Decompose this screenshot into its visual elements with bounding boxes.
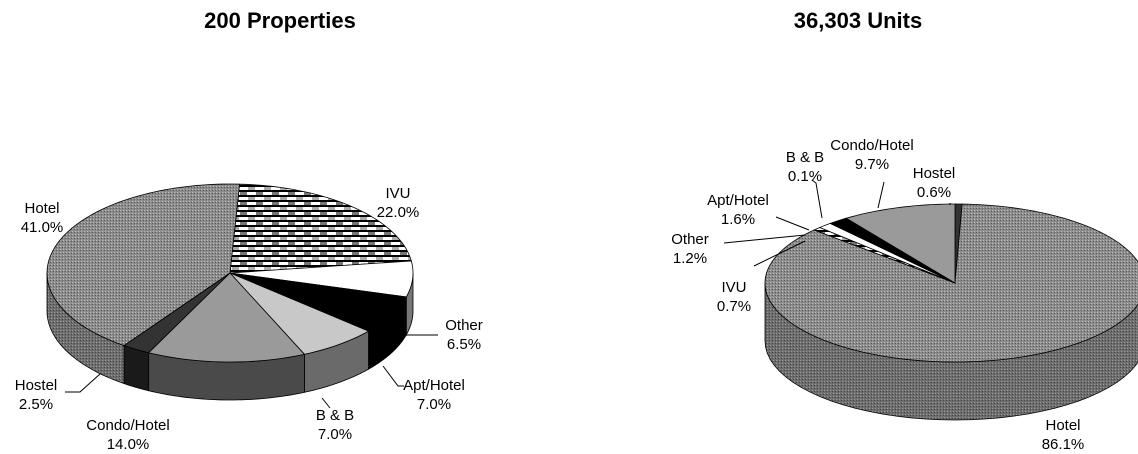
slice-label-ivu: IVU [721,279,746,296]
slice-label-apt-hotel: Apt/Hotel [707,192,769,209]
slice-value-condo-hotel: 9.7% [855,156,889,173]
slice-label-other: Other [671,231,709,248]
slice-value-hostel: 0.6% [917,184,951,201]
slice-label-hotel: Hotel [24,200,59,217]
slice-value-b-b: 0.1% [788,168,822,185]
leader-line-condo-hotel [878,182,884,208]
slice-value-ivu: 22.0% [377,204,420,221]
pie-properties: IVU 22.0% Other 6.5% Apt/Hotel 7.0% B & B 7.0% C… [0,0,560,454]
leader-line-apt-hotel [383,366,404,386]
chart-properties: 200 Properties IVU 22.0% Other 6.5% Apt/Hote… [0,0,560,454]
leader-line-hostel [65,374,100,392]
slice-label-hostel: Hostel [15,377,58,394]
slice-value-apt-hotel: 1.6% [721,211,755,228]
slice-value-b-b: 7.0% [318,426,352,443]
pie-slice-ivu [230,184,411,273]
pie-side-hostel [124,346,149,391]
slice-label-b-b: B & B [786,149,824,166]
pie-units: Hostel 0.6% Hotel 86.1% IVU 0.7% Other 1.2% Apt/… [578,0,1138,454]
slice-label-apt-hotel: Apt/Hotel [403,377,465,394]
leader-line-b-b [812,180,822,218]
leader-line-apt-hotel [776,217,809,230]
chart-units: 36,303 Units Hostel 0.6% Hotel 86.1% IVU 0.7%… [578,0,1138,454]
slice-label-b-b: B & B [316,407,354,424]
slice-label-condo-hotel: Condo/Hotel [830,137,913,154]
slice-value-ivu: 0.7% [717,298,751,315]
slice-label-condo-hotel: Condo/Hotel [86,417,169,434]
slice-value-apt-hotel: 7.0% [417,396,451,413]
slice-value-hostel: 2.5% [19,396,53,413]
slice-value-condo-hotel: 14.0% [107,436,150,453]
slice-value-other: 6.5% [447,336,481,353]
slice-value-hotel: 41.0% [21,219,64,236]
slice-label-hostel: Hostel [913,165,956,182]
slice-label-ivu: IVU [385,185,410,202]
slice-label-other: Other [445,317,483,334]
slice-value-other: 1.2% [673,250,707,267]
slice-value-hotel: 86.1% [1042,436,1085,453]
slice-label-hotel: Hotel [1045,417,1080,434]
